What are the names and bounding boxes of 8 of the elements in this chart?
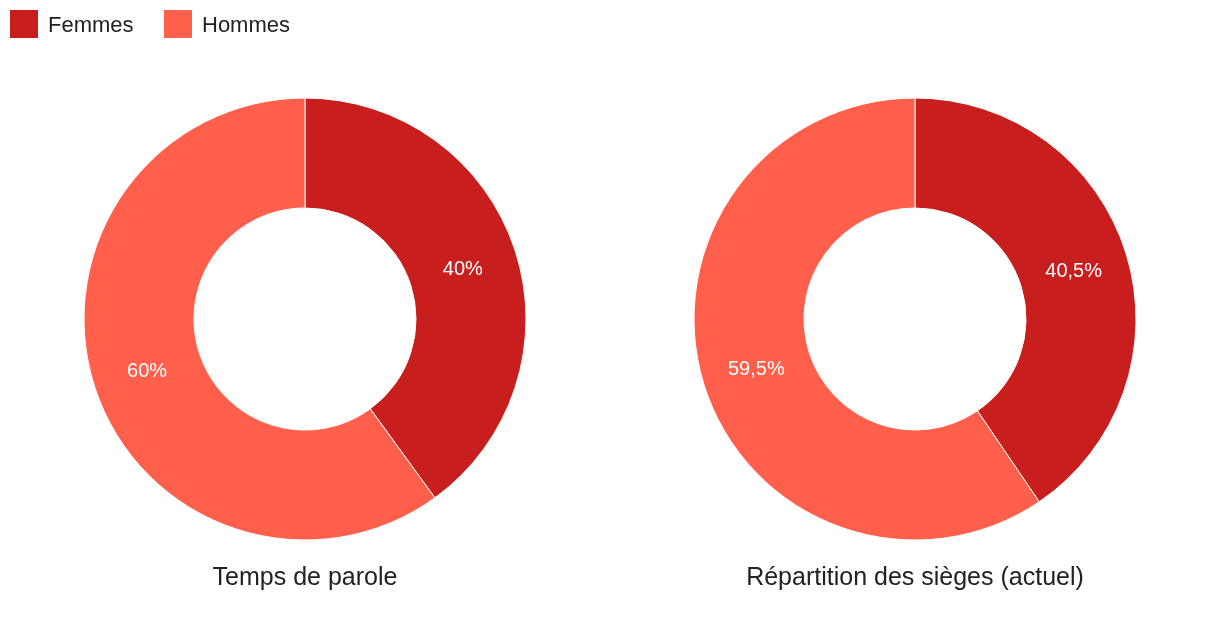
legend-label: Femmes	[48, 11, 134, 37]
text: Répartition des sièges (actuel)	[746, 562, 1084, 590]
data-label: 59,5%	[727, 356, 785, 379]
text: Temps de parole	[212, 562, 398, 590]
legend-label: Hommes	[202, 11, 291, 37]
data-label: 60%	[127, 359, 168, 382]
data-label: 40%	[442, 256, 484, 279]
data-label: 40,5%	[1045, 259, 1103, 282]
